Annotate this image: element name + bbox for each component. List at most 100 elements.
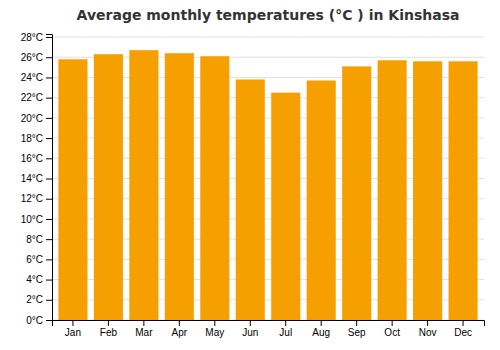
tick-label: 28°C [21,32,43,43]
tick-label: 2°C [26,294,43,305]
bar [449,61,478,320]
tick-mark [46,118,52,119]
chart: 0°C 2°C 4°C 6°C 8°C 10°C 12°C 14°C 16°C 18°C 20°C 2… [0,0,500,350]
tick-label: 16°C [21,153,43,164]
bar [342,66,371,320]
bar [129,50,158,320]
grid [52,37,484,320]
tick-mark [46,158,52,159]
tick: 8°C [26,234,52,245]
tick: Mar [135,320,153,338]
tick-label: Mar [135,327,153,338]
tick-label: 0°C [26,315,43,326]
tick-mark [46,259,52,260]
tick-mark [285,320,286,326]
title: Average monthly temperatures (°C ) in Ki… [77,7,460,23]
x-axis: Jan Feb Mar Apr May Jun Jul Aug Sep Oct Nov Dec [53,320,485,338]
tick: 26°C [21,52,52,63]
tick: Dec [454,320,472,338]
tick: 28°C [21,32,52,43]
bar [200,56,229,320]
tick-label: Jan [65,327,81,338]
tick-mark [46,199,52,200]
tick: 16°C [21,153,52,164]
tick-label: 22°C [21,92,43,103]
tick-label: 14°C [21,173,43,184]
grid-line [52,37,484,38]
tick: 10°C [21,214,52,225]
bar [94,54,123,320]
tick: 4°C [26,274,52,285]
bar [378,60,407,320]
plot: 0°C 2°C 4°C 6°C 8°C 10°C 12°C 14°C 16°C 18°C 20°C 2… [21,32,485,338]
tick-mark [46,300,52,301]
bar [413,61,442,320]
tick-mark [179,320,180,326]
tick-mark [46,98,52,99]
tick: 2°C [26,294,52,305]
tick-label: 10°C [21,214,43,225]
tick-label: Dec [454,327,472,338]
tick-label: 12°C [21,193,43,204]
tick: May [205,320,224,338]
tick: Jun [242,320,258,338]
tick-label: Sep [348,327,366,338]
tick-mark [356,320,357,326]
tick-mark [46,37,52,38]
bar [271,93,300,320]
tick: Oct [384,320,400,338]
tick-mark [46,77,52,78]
tick-label: 18°C [21,133,43,144]
bar [307,80,336,320]
tick-label: May [205,327,224,338]
tick: 0°C [26,315,52,326]
tick-mark [427,320,428,326]
tick-mark [46,219,52,220]
tick: Jul [279,320,292,338]
tick: 12°C [21,193,52,204]
axis-line [46,35,53,321]
tick-mark [72,320,73,326]
tick: 20°C [21,113,52,124]
bar [58,59,87,320]
tick-mark [321,320,322,326]
tick-mark [46,138,52,139]
tick: Apr [172,320,188,338]
tick: 14°C [21,173,52,184]
tick-label: Jul [279,327,292,338]
tick-label: 8°C [26,234,43,245]
tick-mark [143,320,144,326]
tick-label: 4°C [26,274,43,285]
y-axis: 0°C 2°C 4°C 6°C 8°C 10°C 12°C 14°C 16°C 18°C 20°C 2… [21,32,53,326]
tick-label: Feb [100,327,118,338]
tick: Sep [348,320,366,338]
bar [165,53,194,320]
tick: 6°C [26,254,52,265]
tick-label: 26°C [21,52,43,63]
tick-mark [46,57,52,58]
tick: 24°C [21,72,52,83]
bar [236,79,265,320]
tick-label: Nov [419,327,437,338]
tick-label: Aug [312,327,330,338]
bars [58,50,477,320]
tick-mark [46,280,52,281]
tick: 22°C [21,92,52,103]
tick: Aug [312,320,330,338]
tick-mark [392,320,393,326]
tick-mark [214,320,215,326]
tick-label: Apr [172,327,188,338]
tick-label: 24°C [21,72,43,83]
tick-label: Oct [384,327,400,338]
tick-mark [46,179,52,180]
tick-mark [108,320,109,326]
tick-mark [250,320,251,326]
tick-label: 20°C [21,113,43,124]
tick: Nov [419,320,437,338]
tick: Jan [65,320,81,338]
tick: Feb [100,320,118,338]
tick-mark [463,320,464,326]
tick-label: 6°C [26,254,43,265]
axis-line [53,321,485,327]
tick: 18°C [21,133,52,144]
